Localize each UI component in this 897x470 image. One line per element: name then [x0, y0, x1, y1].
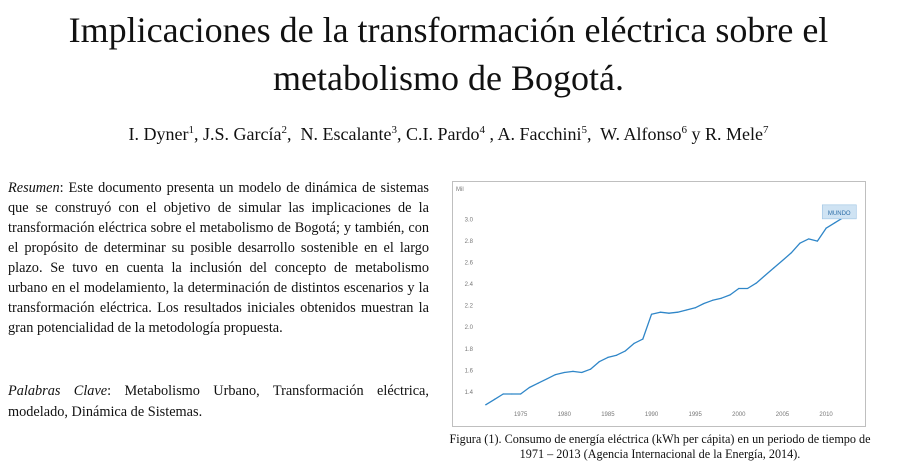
figure-caption: Figura (1). Consumo de energía eléctrica…: [449, 432, 871, 461]
abstract-label: Resumen: [8, 180, 60, 196]
data-point: [703, 302, 705, 305]
data-point: [738, 287, 740, 290]
keywords: Palabras Clave: Metabolismo Urbano, Tran…: [8, 381, 429, 423]
data-point: [598, 361, 600, 363]
data-point: [746, 287, 749, 290]
author-name: C.I. Pardo: [405, 124, 480, 144]
data-point: [633, 342, 635, 344]
y-unit-label: Mil: [456, 187, 464, 193]
x-axis: 1975 1980 1985 1990 1995 2000 2005 2010: [514, 412, 833, 418]
data-point: [720, 297, 722, 299]
y-tick-label: 2.4: [465, 282, 474, 288]
data-point: [485, 404, 487, 406]
author-separator: ,: [194, 124, 203, 144]
x-tick-label: 1980: [558, 412, 572, 418]
x-tick-label: 1990: [645, 412, 659, 418]
author-separator: ,: [586, 124, 601, 144]
y-tick-label: 1.8: [465, 347, 474, 353]
data-point: [650, 313, 653, 315]
data-point: [668, 312, 670, 314]
author-affiliation: 4: [479, 124, 485, 136]
author-name: J.S. García: [203, 124, 282, 144]
data-point: [712, 299, 714, 301]
data-point: [790, 252, 792, 254]
data-point: [659, 311, 661, 313]
data-point: [624, 350, 626, 352]
series-line: [485, 209, 853, 406]
data-point: [755, 282, 757, 284]
data-point: [677, 311, 679, 313]
y-tick-label: 2.6: [465, 261, 474, 267]
data-point: [685, 309, 688, 311]
data-point: [563, 371, 565, 374]
series-layer: MUNDO: [485, 204, 857, 406]
author-separator: ,: [396, 124, 406, 144]
author-name: R. Mele: [704, 124, 763, 144]
data-point: [642, 338, 644, 340]
data-point: [511, 393, 513, 395]
author-list: I. Dyner1, J.S. García2, N. Escalante3, …: [0, 124, 897, 145]
y-tick-label: 1.6: [465, 368, 474, 374]
data-point: [520, 393, 522, 395]
author-name: I. Dyner: [128, 124, 189, 144]
paper-title: Implicaciones de la transformación eléct…: [68, 10, 829, 98]
data-point: [816, 240, 818, 242]
author-name: W. Alfonso: [600, 124, 682, 144]
author-name: A. Facchini: [497, 124, 582, 144]
data-point: [616, 354, 618, 356]
x-tick-label: 1975: [514, 412, 528, 418]
data-point: [589, 368, 592, 370]
author-affiliation: 5: [581, 124, 587, 136]
data-point: [607, 356, 609, 358]
data-point: [781, 259, 784, 262]
figure-chart: Mil 1.4 1.6 1.8 2.0 2.2 2.4 2.6 2.8 3.0 1975 1980 1…: [452, 181, 866, 427]
author-affiliation: 7: [762, 124, 769, 136]
x-tick-label: 1995: [689, 412, 703, 418]
series-label-box: [821, 204, 857, 220]
data-point: [729, 294, 731, 296]
x-tick-label: 2010: [819, 412, 833, 418]
data-point: [825, 227, 827, 229]
author-affiliation: 2: [281, 124, 287, 136]
data-point: [493, 398, 496, 400]
y-tick-label: 2.8: [465, 239, 474, 245]
y-axis: Mil 1.4 1.6 1.8 2.0 2.2 2.4 2.6 2.8 3.0: [456, 187, 474, 396]
data-point: [773, 267, 775, 269]
data-point: [502, 393, 504, 395]
data-point: [694, 307, 696, 309]
author-separator: ,: [484, 124, 498, 144]
data-point: [764, 274, 766, 277]
data-point: [799, 242, 801, 244]
y-tick-label: 2.0: [465, 325, 474, 331]
data-point: [537, 382, 539, 384]
keywords-label: Palabras Clave: [8, 383, 108, 399]
y-tick-label: 3.0: [465, 218, 474, 224]
data-point: [572, 370, 574, 372]
x-tick-label: 2005: [776, 412, 790, 418]
author-affiliation: 6: [681, 124, 687, 136]
x-tick-label: 2000: [732, 412, 746, 418]
data-point: [546, 378, 548, 380]
abstract-text: : Este documento presenta un modelo de d…: [8, 180, 429, 336]
data-point: [581, 371, 583, 374]
y-tick-label: 2.2: [465, 304, 474, 310]
data-point: [808, 238, 810, 240]
author-separator: ,: [286, 124, 301, 144]
data-point: [528, 386, 530, 389]
y-tick-label: 1.4: [465, 390, 474, 396]
keywords-text: : Metabolismo Urbano, Transformación elé…: [8, 383, 429, 420]
data-point: [834, 222, 836, 224]
data-point: [554, 374, 557, 376]
author-name: N. Escalante: [300, 124, 392, 144]
series-label: MUNDO: [828, 211, 851, 217]
author-affiliation: 1: [188, 124, 195, 136]
author-affiliation: 3: [391, 124, 397, 136]
abstract: Resumen: Este documento presenta un mode…: [8, 178, 429, 338]
x-tick-label: 1985: [601, 412, 615, 418]
author-separator: y: [686, 124, 705, 144]
